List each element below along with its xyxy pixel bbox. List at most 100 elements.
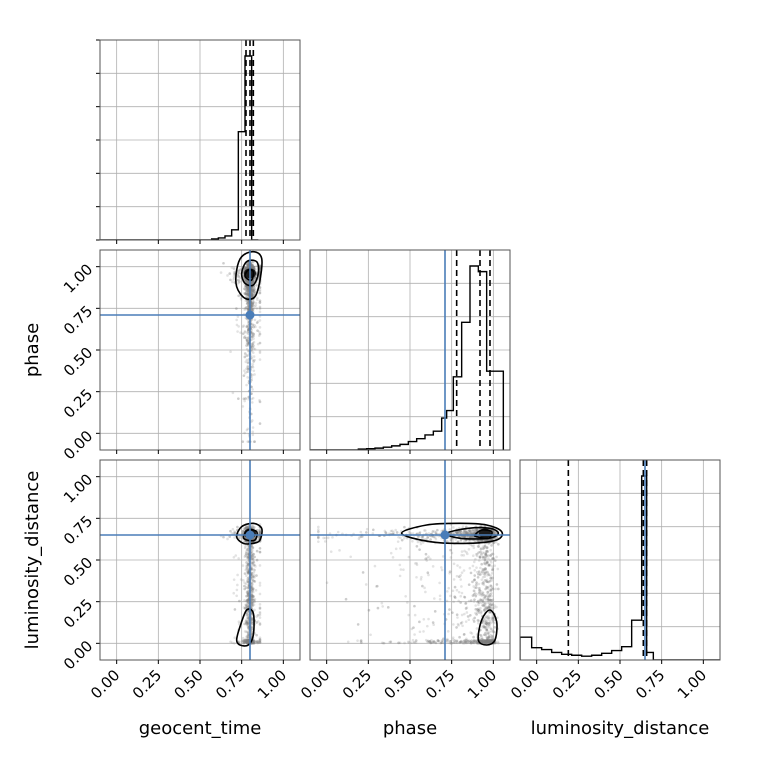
sample-point: [246, 640, 249, 644]
sample-point: [247, 639, 250, 643]
sample-point: [247, 291, 250, 294]
sample-point: [250, 301, 254, 304]
sample-point: [236, 573, 239, 577]
sample-point: [253, 373, 256, 376]
sample-point: [246, 639, 250, 643]
sample-point: [250, 342, 254, 346]
sample-point: [244, 620, 248, 623]
sample-point: [252, 552, 256, 556]
sample-point: [251, 578, 255, 582]
sample-point: [251, 602, 255, 605]
sample-point: [235, 307, 238, 310]
sample-point: [251, 263, 254, 266]
sample-point: [242, 642, 246, 645]
sample-point: [246, 637, 250, 641]
sample-point: [241, 530, 245, 533]
sample-point: [256, 640, 259, 644]
sample-point: [250, 265, 254, 269]
sample-point: [242, 397, 246, 401]
sample-point: [243, 336, 246, 339]
sample-point: [250, 356, 253, 360]
sample-point: [246, 617, 250, 621]
sample-point: [244, 540, 248, 543]
sample-point: [246, 616, 250, 620]
sample-point: [245, 639, 249, 643]
sample-point: [247, 640, 250, 644]
sample-point: [255, 574, 258, 577]
sample-point: [246, 288, 250, 291]
sample-point: [251, 287, 255, 290]
sample-point: [246, 556, 249, 559]
sample-point: [245, 280, 248, 283]
sample-point: [245, 324, 249, 328]
sample-point: [246, 641, 250, 644]
sample-point: [250, 356, 253, 360]
sample-point: [245, 339, 249, 342]
sample-point: [245, 620, 249, 624]
sample-point: [252, 265, 255, 269]
sample-point: [245, 552, 248, 556]
sample-point: [246, 640, 250, 644]
sample-point: [250, 265, 254, 268]
sample-point: [240, 640, 243, 643]
sample-point: [236, 525, 239, 529]
sample-point: [258, 639, 262, 642]
sample-point: [246, 263, 250, 267]
sample-point: [252, 603, 256, 607]
sample-point: [251, 280, 255, 284]
sample-point: [246, 330, 250, 333]
sample-point: [245, 598, 249, 602]
sample-point: [244, 288, 248, 292]
sample-point: [245, 640, 248, 644]
sample-point: [246, 638, 249, 642]
sample-point: [245, 295, 248, 299]
sample-point: [250, 594, 253, 597]
sample-point: [252, 288, 256, 291]
sample-point: [250, 294, 254, 298]
sample-point: [239, 267, 242, 271]
sample-point: [251, 289, 255, 293]
sample-point: [252, 563, 256, 567]
sample-point: [246, 540, 249, 544]
sample-point: [258, 640, 262, 644]
sample-point: [236, 330, 239, 333]
sample-point: [250, 264, 254, 268]
sample-point: [246, 614, 250, 618]
sample-point: [245, 526, 249, 529]
sample-point: [251, 280, 254, 283]
sample-point: [242, 276, 246, 280]
sample-point: [245, 292, 248, 295]
sample-point: [246, 300, 249, 303]
sample-point: [244, 299, 248, 303]
sample-point: [256, 641, 259, 645]
sample-point: [251, 266, 254, 269]
sample-point: [243, 355, 247, 359]
sample-point: [250, 265, 254, 268]
sample-point: [253, 568, 257, 572]
sample-point: [252, 598, 256, 602]
sample-point: [241, 640, 245, 643]
sample-point: [247, 294, 250, 297]
sample-point: [245, 525, 248, 528]
sample-point: [251, 280, 255, 284]
sample-point: [246, 286, 249, 289]
sample-point: [253, 608, 256, 612]
sample-point: [253, 266, 257, 269]
sample-point: [250, 349, 254, 353]
sample-point: [250, 567, 253, 570]
sample-point: [258, 305, 262, 309]
sample-point: [245, 344, 248, 347]
sample-point: [246, 289, 250, 293]
sample-point: [245, 561, 248, 564]
sample-point: [251, 334, 255, 338]
sample-point: [258, 422, 262, 425]
sample-point: [245, 339, 249, 342]
sample-point: [245, 279, 248, 283]
sample-point: [243, 355, 247, 359]
sample-point: [246, 329, 250, 333]
sample-point: [251, 627, 254, 631]
sample-point: [250, 292, 253, 296]
sample-point: [233, 536, 236, 539]
sample-point: [247, 336, 250, 340]
sample-point: [245, 307, 249, 311]
